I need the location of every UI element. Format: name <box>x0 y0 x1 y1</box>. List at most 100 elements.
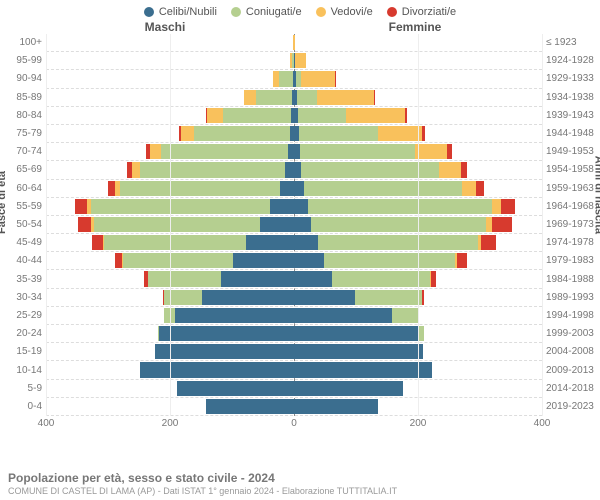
segment <box>294 381 403 396</box>
pyramid-row <box>46 161 542 179</box>
segment <box>492 217 512 232</box>
y-tick-age: 25-29 <box>16 311 42 321</box>
segment <box>317 90 374 105</box>
pyramid-row <box>46 252 542 270</box>
pyramid-row <box>46 198 542 216</box>
pyramid-row <box>46 107 542 125</box>
y-tick-age: 5-9 <box>28 384 42 394</box>
segment <box>346 108 405 123</box>
segment <box>280 181 294 196</box>
segment <box>294 199 308 214</box>
y-tick-birth: 1994-1998 <box>546 311 594 321</box>
segment <box>300 144 415 159</box>
segment <box>335 71 336 86</box>
segment <box>223 108 291 123</box>
segment <box>501 199 515 214</box>
x-axis: 4002000200400 <box>46 416 542 434</box>
male-label: Maschi <box>0 20 290 34</box>
segment <box>279 71 293 86</box>
y-tick-age: 65-69 <box>16 165 42 175</box>
segment <box>140 362 294 377</box>
segment <box>311 217 486 232</box>
x-gridline <box>418 34 419 416</box>
legend-item: Celibi/Nubili <box>144 6 217 18</box>
segment <box>392 308 418 323</box>
segment <box>476 181 485 196</box>
chart-footer: Popolazione per età, sesso e stato civil… <box>8 471 592 496</box>
y-tick-birth: ≤ 1923 <box>546 38 577 48</box>
y-tick-birth: 2009-2013 <box>546 366 594 376</box>
pyramid-row <box>46 52 542 70</box>
segment <box>260 217 294 232</box>
segment <box>422 126 425 141</box>
pyramid-row <box>46 89 542 107</box>
y-tick-birth: 1979-1983 <box>546 256 594 266</box>
segment <box>123 253 233 268</box>
segment <box>462 181 476 196</box>
segment <box>140 162 286 177</box>
y-tick-birth: 1989-1993 <box>546 293 594 303</box>
pyramid-row <box>46 270 542 288</box>
y-tick-age: 40-44 <box>16 256 42 266</box>
y-tick-birth: 1969-1973 <box>546 220 594 230</box>
y-tick-age: 90-94 <box>16 74 42 84</box>
segment <box>270 199 294 214</box>
x-tick: 0 <box>291 418 297 429</box>
y-tick-birth: 1929-1933 <box>546 74 594 84</box>
y-tick-age: 95-99 <box>16 56 42 66</box>
y-tick-age: 45-49 <box>16 238 42 248</box>
y-tick-age: 20-24 <box>16 329 42 339</box>
y-tick-age: 15-19 <box>16 347 42 357</box>
segment <box>75 199 87 214</box>
chart-title: Popolazione per età, sesso e stato civil… <box>8 471 592 485</box>
segment <box>221 271 294 286</box>
y-axis-left: 100+95-9990-9485-8980-8475-7970-7465-696… <box>0 34 46 434</box>
pyramid-row <box>46 380 542 398</box>
segment <box>422 290 424 305</box>
segment <box>104 235 245 250</box>
segment <box>202 290 294 305</box>
legend-swatch <box>144 7 154 17</box>
segment <box>206 399 294 414</box>
pyramid-row <box>46 398 542 416</box>
segment <box>447 144 452 159</box>
y-tick-birth: 1924-1928 <box>546 56 594 66</box>
y-tick-age: 100+ <box>19 38 42 48</box>
pyramid-row <box>46 125 542 143</box>
segment <box>294 308 392 323</box>
population-pyramid-chart: Celibi/NubiliConiugati/eVedovi/eDivorzia… <box>0 0 600 500</box>
segment <box>378 126 421 141</box>
x-gridline <box>542 34 543 416</box>
segment <box>461 162 467 177</box>
segment <box>294 35 295 50</box>
segment <box>318 235 478 250</box>
y-tick-birth: 1954-1958 <box>546 165 594 175</box>
y-axis-right: ≤ 19231924-19281929-19331934-19381939-19… <box>542 34 600 434</box>
segment <box>294 326 419 341</box>
y-tick-birth: 1949-1953 <box>546 147 594 157</box>
segment <box>207 108 223 123</box>
gender-labels: Maschi Femmine <box>0 20 600 34</box>
segment <box>294 362 432 377</box>
y-tick-birth: 1999-2003 <box>546 329 594 339</box>
segment <box>294 399 378 414</box>
segment <box>181 126 195 141</box>
segment <box>78 217 92 232</box>
segment <box>244 90 256 105</box>
segment <box>355 290 422 305</box>
segment <box>285 162 294 177</box>
segment <box>457 253 467 268</box>
segment <box>108 181 115 196</box>
segment <box>405 108 407 123</box>
segment <box>150 144 161 159</box>
x-gridline <box>46 34 47 416</box>
segment <box>294 162 301 177</box>
segment <box>294 253 324 268</box>
segment <box>294 344 423 359</box>
legend-item: Coniugati/e <box>231 6 302 18</box>
y-tick-birth: 1934-1938 <box>546 93 594 103</box>
segment <box>431 271 436 286</box>
segment <box>294 217 311 232</box>
legend-label: Celibi/Nubili <box>159 6 217 18</box>
pyramid-row <box>46 180 542 198</box>
